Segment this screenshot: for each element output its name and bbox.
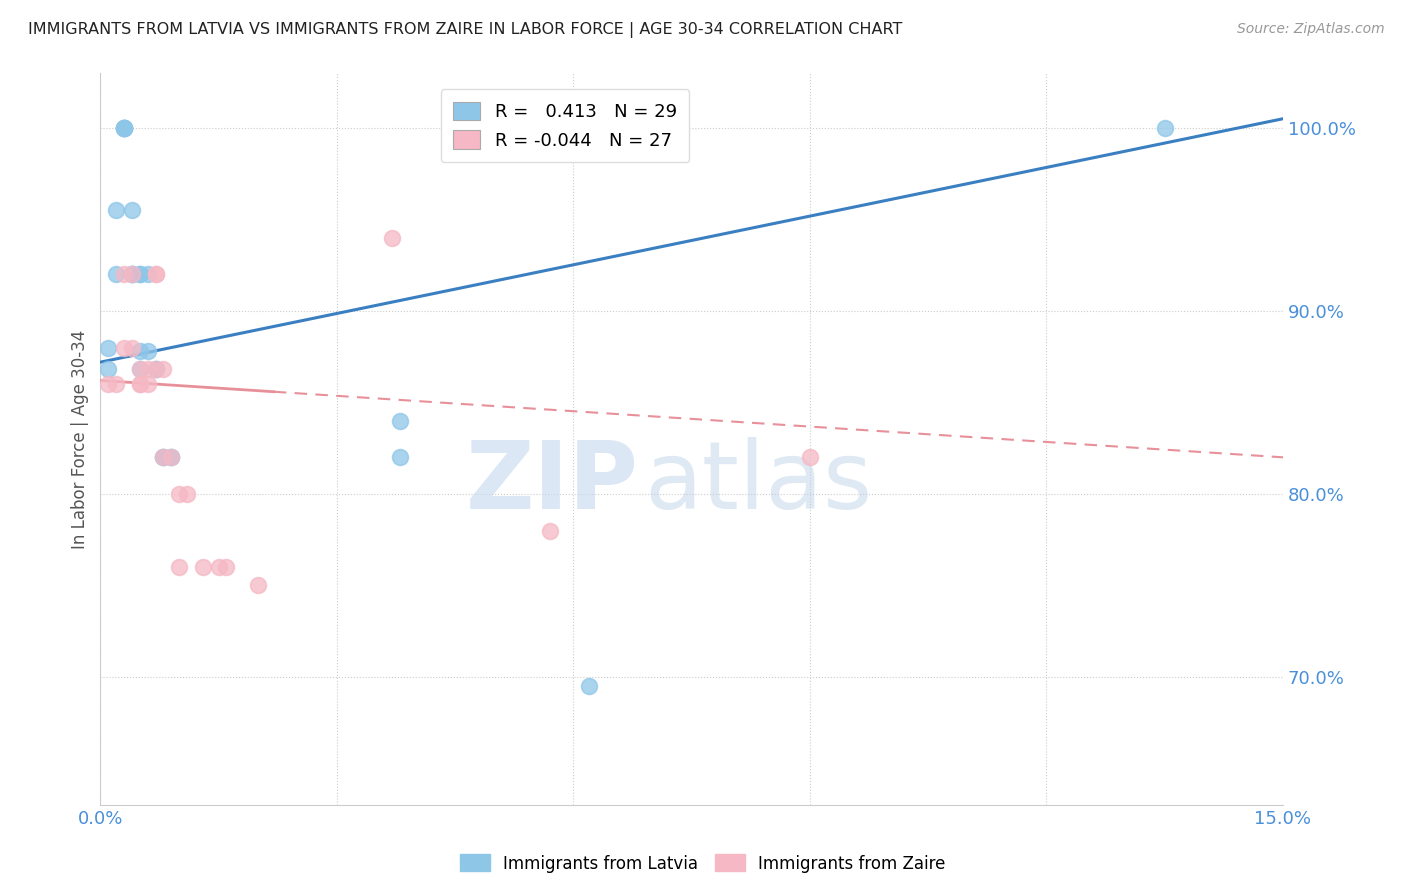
Point [112,341,135,355]
Point [388,414,411,428]
Point [247,578,270,592]
Point [167,560,190,574]
Point [112,120,135,135]
Point [191,560,214,574]
Point [128,268,150,282]
Point [1153,120,1175,135]
Legend: Immigrants from Latvia, Immigrants from Zaire: Immigrants from Latvia, Immigrants from … [454,847,952,880]
Text: ZIP: ZIP [465,437,638,529]
Point [167,487,190,501]
Point [799,450,821,465]
Point [112,268,135,282]
Point [97,377,120,392]
Point [112,120,135,135]
Point [136,344,159,359]
Point [112,120,135,135]
Point [152,450,174,465]
Point [136,268,159,282]
Point [128,377,150,392]
Point [136,377,159,392]
Point [97,362,120,376]
Point [112,120,135,135]
Point [160,450,183,465]
Point [128,362,150,376]
Y-axis label: In Labor Force | Age 30-34: In Labor Force | Age 30-34 [72,329,89,549]
Point [160,450,183,465]
Point [121,203,143,218]
Point [145,362,167,376]
Text: Source: ZipAtlas.com: Source: ZipAtlas.com [1237,22,1385,37]
Point [152,450,174,465]
Point [145,362,167,376]
Point [145,268,167,282]
Point [538,524,561,538]
Point [152,362,174,376]
Point [388,450,411,465]
Point [145,268,167,282]
Point [121,268,143,282]
Point [176,487,198,501]
Point [152,450,174,465]
Point [128,268,150,282]
Point [160,450,183,465]
Text: IMMIGRANTS FROM LATVIA VS IMMIGRANTS FROM ZAIRE IN LABOR FORCE | AGE 30-34 CORRE: IMMIGRANTS FROM LATVIA VS IMMIGRANTS FRO… [28,22,903,38]
Point [121,268,143,282]
Point [97,341,120,355]
Point [121,268,143,282]
Point [128,377,150,392]
Point [105,203,128,218]
Point [105,377,128,392]
Point [112,120,135,135]
Point [121,268,143,282]
Point [207,560,229,574]
Point [121,341,143,355]
Point [578,679,600,693]
Point [128,344,150,359]
Point [145,362,167,376]
Point [381,230,404,244]
Point [136,362,159,376]
Point [128,362,150,376]
Legend: R =   0.413   N = 29, R = -0.044   N = 27: R = 0.413 N = 29, R = -0.044 N = 27 [440,89,689,162]
Text: atlas: atlas [644,437,873,529]
Point [105,268,128,282]
Point [215,560,238,574]
